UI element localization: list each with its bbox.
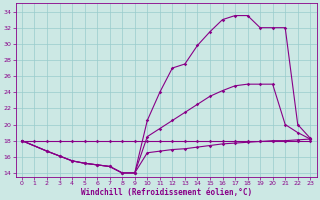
X-axis label: Windchill (Refroidissement éolien,°C): Windchill (Refroidissement éolien,°C) xyxy=(81,188,252,197)
